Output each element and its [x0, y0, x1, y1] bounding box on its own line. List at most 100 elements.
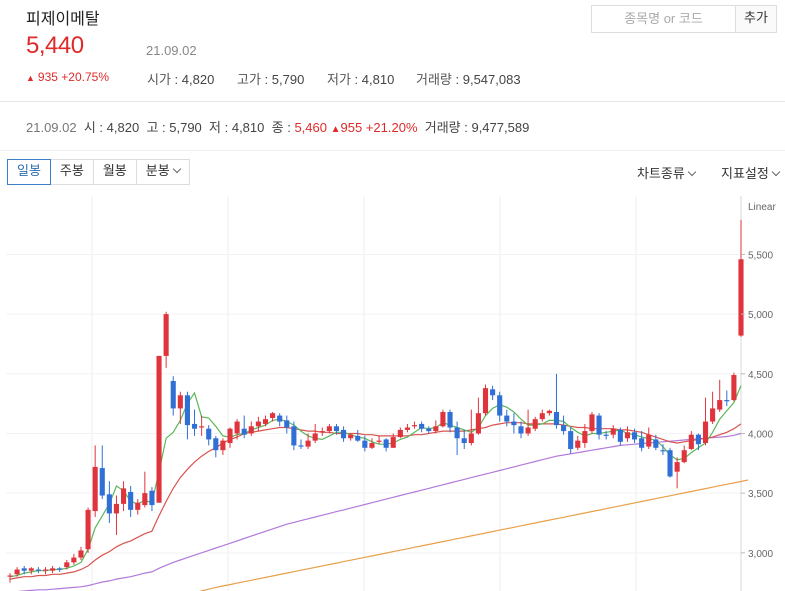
- search-input[interactable]: 종목명 or 코드: [591, 5, 736, 33]
- candle-body: [397, 429, 403, 438]
- candle-body: [617, 429, 623, 442]
- candle-body: [284, 420, 290, 428]
- candle-body: [128, 491, 134, 510]
- candle-body: [99, 468, 105, 496]
- price-chart[interactable]: Linear 3,000 3,500 4,000 4,500 5,000 5,500: [0, 196, 785, 591]
- candle-body: [461, 438, 467, 444]
- y-tick-label: 3,500: [748, 489, 773, 500]
- chevron-down-icon: [172, 164, 181, 174]
- candle-body: [731, 375, 737, 401]
- scale-label: Linear: [748, 202, 776, 213]
- divider: [0, 101, 785, 102]
- add-button[interactable]: 추가: [735, 5, 777, 33]
- divider: [0, 150, 785, 151]
- candle-body: [575, 440, 581, 448]
- candle-body: [135, 502, 141, 510]
- candle-body: [717, 400, 723, 410]
- candle-body: [568, 431, 574, 449]
- ma60-line: [17, 432, 742, 591]
- tab-minute[interactable]: 분봉: [135, 159, 190, 185]
- chevron-down-icon: [687, 167, 697, 177]
- candle-body: [170, 380, 176, 409]
- candle-body: [106, 494, 112, 514]
- candle-body: [660, 450, 666, 452]
- candles: [7, 219, 744, 583]
- period-tabs: 일봉 주봉 월봉 분봉: [7, 159, 190, 185]
- stock-name: 피제이메탈: [26, 9, 100, 28]
- candle-body: [71, 557, 77, 563]
- candle-body: [50, 568, 56, 571]
- up-arrow-icon: ▲: [26, 73, 35, 83]
- stat-open: 시가 : 4,820: [147, 72, 215, 87]
- candle-body: [163, 314, 169, 356]
- candle-body: [255, 421, 261, 427]
- candle-body: [64, 562, 70, 568]
- candle-body: [702, 421, 709, 444]
- candle-body: [639, 438, 645, 448]
- up-arrow-icon: ▲: [330, 124, 341, 135]
- candle-body: [57, 568, 63, 570]
- candle-body: [511, 421, 517, 426]
- candle-body: [518, 426, 524, 434]
- candle-body: [319, 431, 325, 433]
- candle-body: [504, 415, 510, 422]
- candle-body: [695, 434, 701, 445]
- candle-body: [603, 434, 609, 436]
- candle-body: [624, 432, 631, 439]
- candle-body: [454, 427, 460, 439]
- moving-averages: [9, 385, 749, 591]
- candle-body: [610, 428, 616, 435]
- stat-high: 고가 : 5,790: [237, 72, 305, 87]
- candle-body: [184, 395, 190, 426]
- chart-type-dropdown[interactable]: 차트종류: [637, 163, 697, 182]
- candle-body: [447, 411, 453, 428]
- candle-body: [227, 428, 233, 444]
- stat-volume: 거래량 : 9,547,083: [416, 72, 521, 87]
- candle-body: [362, 440, 368, 448]
- candle-body: [305, 440, 311, 447]
- candle-body: [667, 450, 673, 477]
- candle-body: [561, 425, 567, 432]
- daily-summary: 21.09.02 시 : 4,820 고 : 5,790 저 : 4,810 종…: [26, 120, 530, 135]
- candle-body: [177, 395, 183, 409]
- candle-body: [426, 428, 432, 432]
- candle-body: [142, 493, 148, 506]
- ma120-line: [199, 479, 749, 591]
- candle-body: [497, 395, 503, 416]
- candle-body: [525, 427, 531, 434]
- candle-body: [277, 415, 283, 422]
- candle-body: [411, 425, 418, 427]
- candle-body: [191, 423, 198, 429]
- candle-body: [92, 466, 98, 512]
- indicator-settings-dropdown[interactable]: 지표설정: [721, 163, 781, 182]
- candle-body: [35, 569, 41, 571]
- candle-body: [688, 434, 694, 449]
- y-tick-label: 5,000: [748, 310, 773, 321]
- candle-body: [390, 437, 396, 448]
- candle-body: [724, 400, 730, 402]
- candle-body: [419, 423, 425, 429]
- candle-body: [539, 413, 545, 420]
- ma5-line: [9, 385, 742, 578]
- candle-body: [241, 428, 247, 435]
- candle-body: [475, 413, 481, 434]
- candle-body: [262, 419, 269, 424]
- y-tick-label: 5,500: [748, 250, 773, 261]
- tab-weekly[interactable]: 주봉: [49, 159, 94, 185]
- candle-body: [482, 388, 489, 414]
- candle-body: [220, 440, 226, 451]
- candle-body: [646, 434, 652, 447]
- candle-body: [532, 419, 538, 429]
- tab-monthly[interactable]: 월봉: [92, 159, 137, 185]
- candle-body: [248, 426, 254, 434]
- candle-body: [85, 509, 91, 550]
- y-tick-label: 4,500: [748, 370, 773, 381]
- candle-body: [440, 411, 446, 427]
- candle-body: [120, 488, 127, 504]
- candle-body: [653, 439, 659, 448]
- daily-date: 21.09.02: [26, 120, 77, 135]
- tab-daily[interactable]: 일봉: [7, 159, 51, 185]
- candle-body: [468, 433, 474, 444]
- candle-body: [546, 410, 552, 414]
- candle-body: [199, 426, 205, 428]
